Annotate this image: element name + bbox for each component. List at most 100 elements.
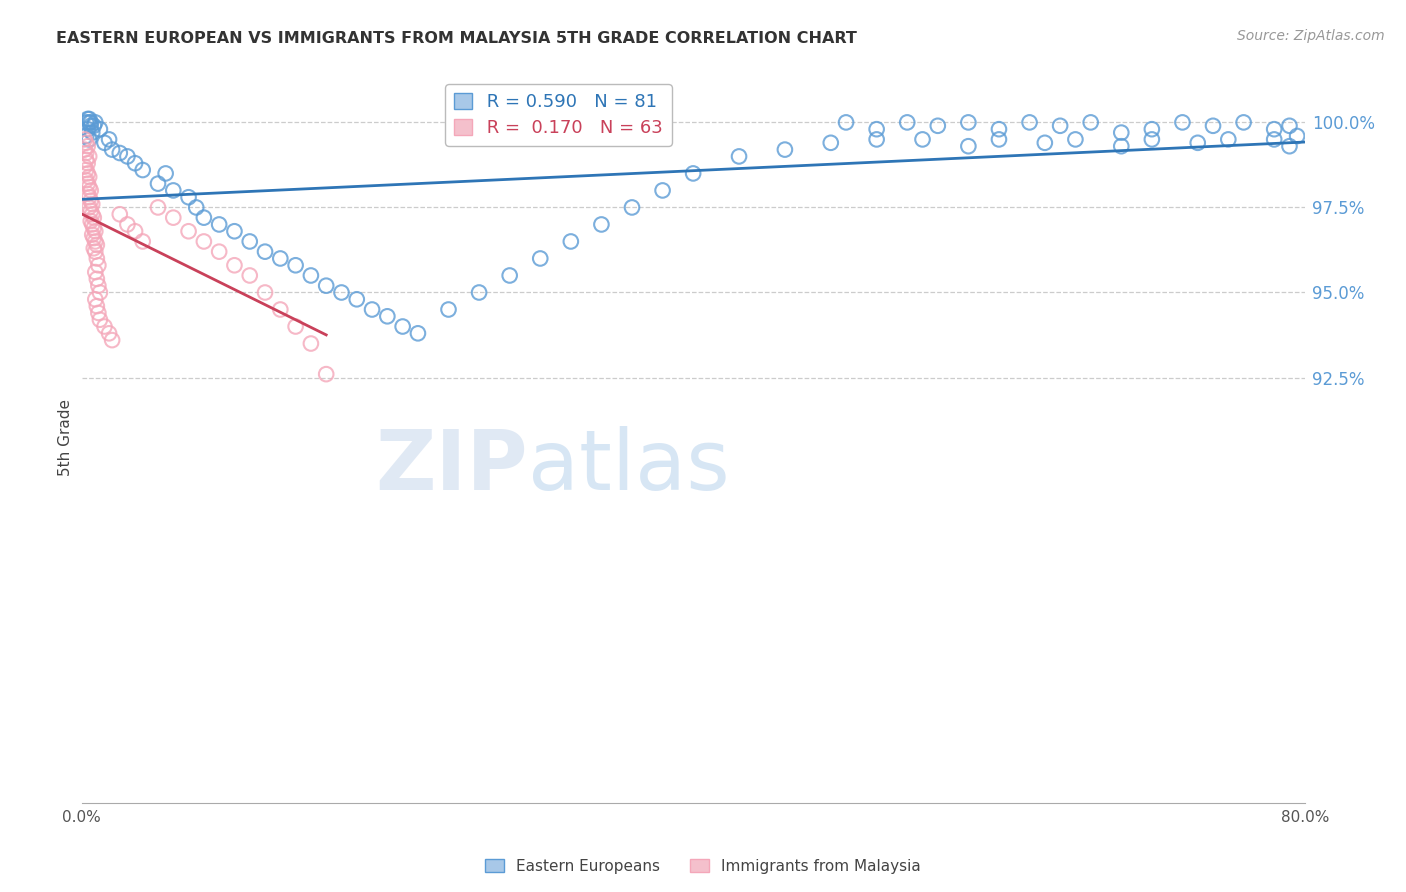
Point xyxy=(1278,139,1301,153)
Point xyxy=(911,132,934,146)
Point xyxy=(682,166,704,180)
Point xyxy=(224,258,246,272)
Point xyxy=(1111,139,1133,153)
Point xyxy=(155,166,177,180)
Point xyxy=(87,278,110,293)
Point xyxy=(162,211,184,225)
Point xyxy=(957,115,980,129)
Point xyxy=(76,166,98,180)
Point xyxy=(76,156,98,170)
Text: Source: ZipAtlas.com: Source: ZipAtlas.com xyxy=(1237,29,1385,43)
Point xyxy=(1278,119,1301,133)
Point xyxy=(80,183,103,197)
Point xyxy=(1263,132,1285,146)
Point xyxy=(108,146,131,161)
Point xyxy=(83,231,105,245)
Point xyxy=(146,201,169,215)
Point xyxy=(84,293,107,307)
Point xyxy=(83,119,105,133)
Point xyxy=(132,235,155,249)
Point xyxy=(89,122,111,136)
Point xyxy=(315,367,337,381)
Point xyxy=(77,132,100,146)
Point xyxy=(377,310,399,324)
Point xyxy=(186,201,208,215)
Point xyxy=(76,122,98,136)
Point xyxy=(437,302,460,317)
Point xyxy=(284,258,307,272)
Point xyxy=(84,244,107,259)
Point xyxy=(77,149,100,163)
Point xyxy=(299,336,322,351)
Point xyxy=(269,302,291,317)
Point xyxy=(866,132,889,146)
Point xyxy=(927,119,949,133)
Point xyxy=(269,252,291,266)
Point xyxy=(124,156,146,170)
Point xyxy=(1033,136,1056,150)
Point xyxy=(76,139,98,153)
Point xyxy=(73,160,96,174)
Point xyxy=(391,319,413,334)
Point xyxy=(84,265,107,279)
Point xyxy=(86,238,108,252)
Point xyxy=(84,224,107,238)
Point xyxy=(132,163,155,178)
Point xyxy=(82,207,104,221)
Point xyxy=(73,132,96,146)
Point xyxy=(75,146,97,161)
Point xyxy=(146,177,169,191)
Legend:  R = 0.590   N = 81,  R =  0.170   N = 63: R = 0.590 N = 81, R = 0.170 N = 63 xyxy=(446,84,672,146)
Point xyxy=(1171,115,1194,129)
Point xyxy=(75,115,97,129)
Point xyxy=(89,285,111,300)
Point xyxy=(84,235,107,249)
Point xyxy=(124,224,146,238)
Point xyxy=(988,122,1011,136)
Point xyxy=(117,218,139,232)
Point xyxy=(73,143,96,157)
Point xyxy=(193,235,215,249)
Point xyxy=(98,326,121,341)
Point xyxy=(254,244,277,259)
Point xyxy=(361,302,384,317)
Point xyxy=(820,136,842,150)
Point xyxy=(75,173,97,187)
Point xyxy=(117,149,139,163)
Point xyxy=(76,112,98,126)
Point xyxy=(1080,115,1102,129)
Text: EASTERN EUROPEAN VS IMMIGRANTS FROM MALAYSIA 5TH GRADE CORRELATION CHART: EASTERN EUROPEAN VS IMMIGRANTS FROM MALA… xyxy=(56,31,858,46)
Point xyxy=(1064,132,1087,146)
Point xyxy=(773,143,796,157)
Point xyxy=(77,201,100,215)
Point xyxy=(82,218,104,232)
Point xyxy=(299,268,322,283)
Point xyxy=(82,197,104,211)
Point xyxy=(1233,115,1256,129)
Point xyxy=(75,128,97,143)
Point xyxy=(1049,119,1071,133)
Point xyxy=(108,207,131,221)
Point xyxy=(591,218,613,232)
Point xyxy=(1111,126,1133,140)
Point xyxy=(560,235,582,249)
Point xyxy=(75,153,97,167)
Point xyxy=(621,201,644,215)
Point xyxy=(87,306,110,320)
Point xyxy=(82,227,104,242)
Point xyxy=(1018,115,1040,129)
Point xyxy=(1140,122,1163,136)
Point xyxy=(1263,122,1285,136)
Point xyxy=(77,180,100,194)
Point xyxy=(1286,128,1309,143)
Point xyxy=(284,319,307,334)
Point xyxy=(988,132,1011,146)
Point xyxy=(80,214,103,228)
Point xyxy=(75,136,97,150)
Point xyxy=(80,115,103,129)
Point xyxy=(1218,132,1240,146)
Point xyxy=(208,218,231,232)
Text: atlas: atlas xyxy=(529,425,730,507)
Point xyxy=(77,190,100,204)
Point xyxy=(406,326,429,341)
